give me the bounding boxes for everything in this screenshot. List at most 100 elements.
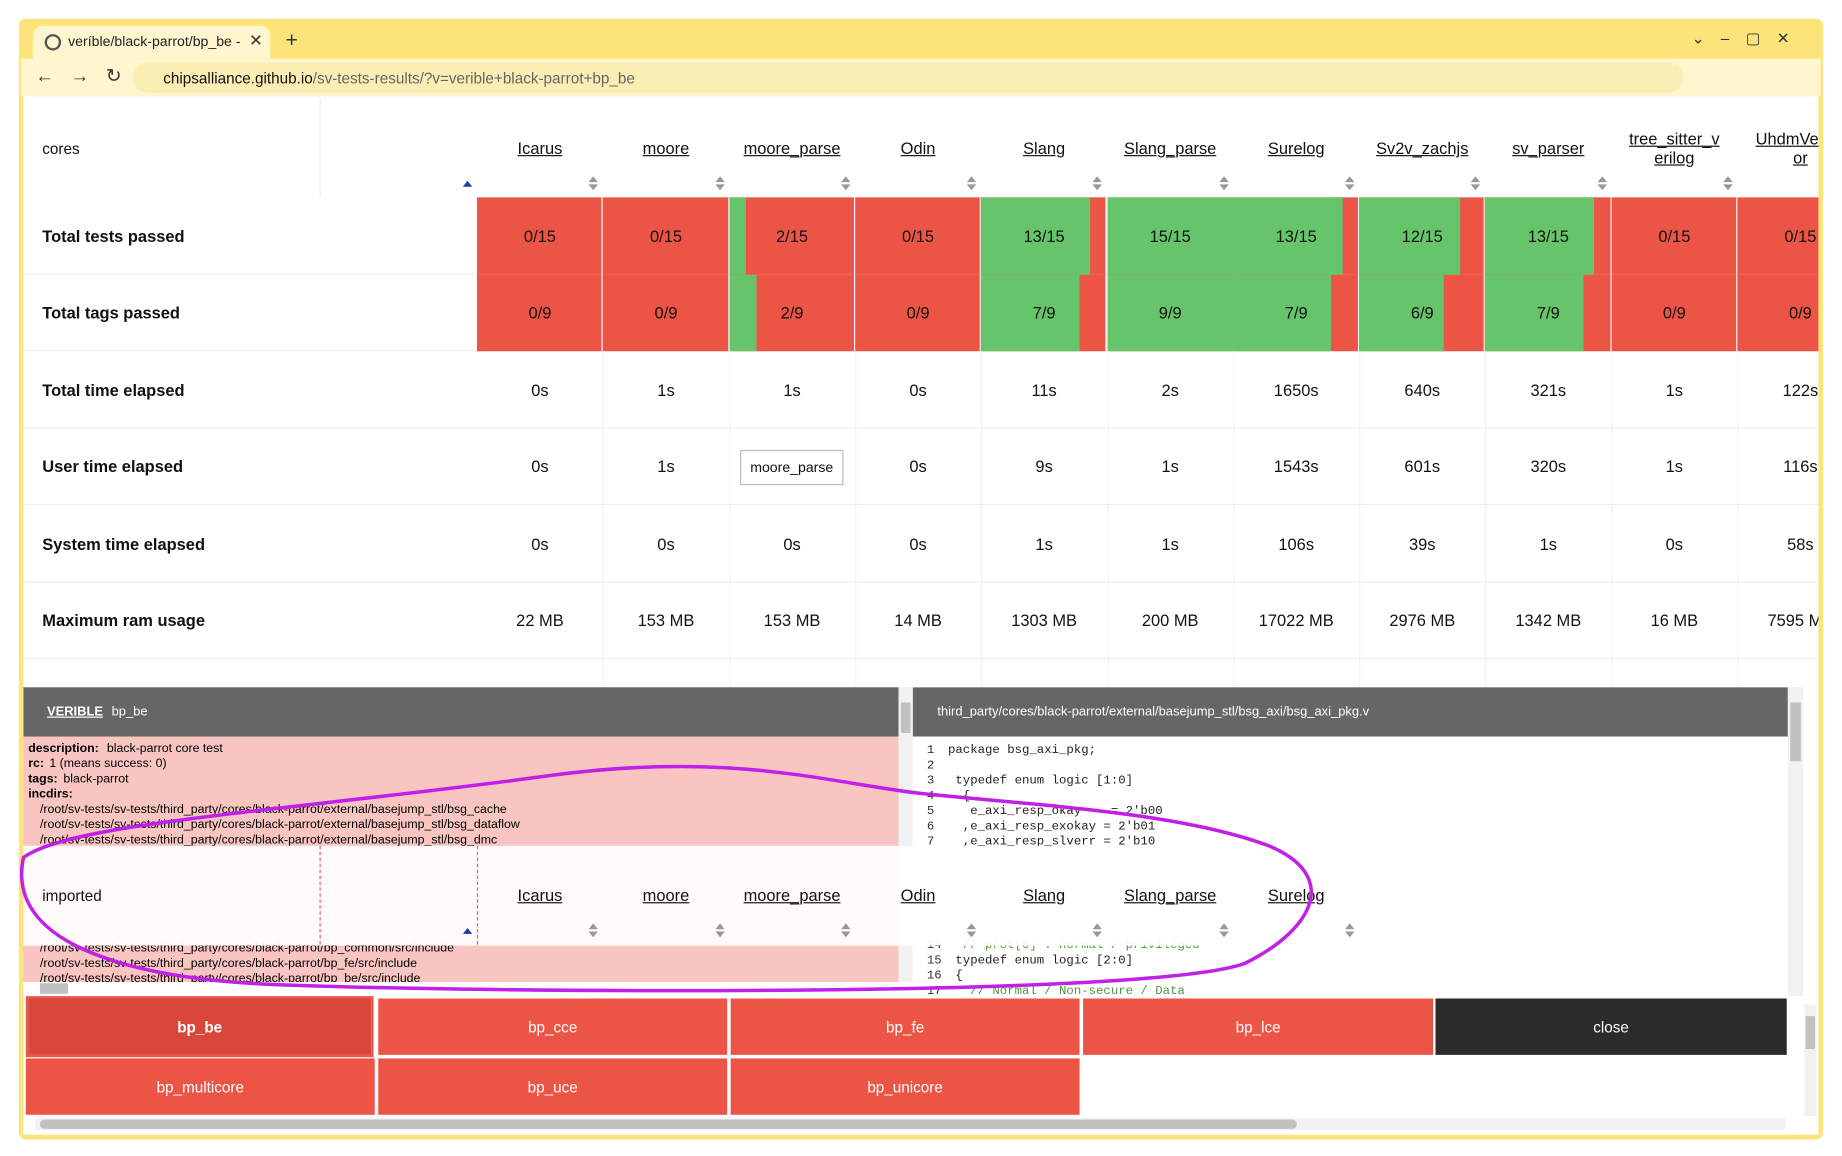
nav-button[interactable]: bp_multicore (25, 1058, 375, 1115)
nav-button[interactable]: bp_uce (378, 1058, 728, 1115)
nav-button[interactable]: bp_unicore (730, 1058, 1080, 1115)
column-header[interactable]: sv_parser (1485, 99, 1611, 198)
column-name[interactable]: sv_parser (1512, 138, 1585, 158)
row-label: Maximum ram usage (42, 611, 205, 630)
nav-button[interactable]: bp_lce (1083, 998, 1434, 1055)
column-header[interactable]: Icarus (477, 99, 603, 198)
column-name[interactable]: UhdmVerilator (1755, 129, 1819, 167)
result-bar: 7/9 (1485, 274, 1612, 352)
column-name[interactable]: Sv2v_zachjs (1376, 138, 1469, 158)
column-header[interactable]: moore (603, 846, 729, 945)
cell-value: 2976 MB (1389, 611, 1456, 630)
corner-label: cores (42, 139, 80, 157)
column-header[interactable]: Odin (855, 846, 981, 945)
pass-fraction (1485, 274, 1584, 352)
line-number: 6 (926, 819, 935, 835)
column-header[interactable]: tree_sitter_verilog (1611, 99, 1737, 198)
result-text: 6/9 (1410, 303, 1434, 323)
column-header[interactable]: Odin (855, 99, 981, 198)
nav-button[interactable]: close (1435, 998, 1787, 1055)
column-name[interactable]: Slang_parse (1123, 885, 1217, 905)
result-bar: 12/15 (1359, 197, 1486, 275)
column-header[interactable]: Surelog (1233, 99, 1359, 198)
column-header[interactable]: Icarus (477, 846, 603, 945)
window-controls[interactable]: ⌄–▢✕ (1691, 29, 1806, 47)
result-text: 7/9 (1536, 303, 1560, 323)
column-name[interactable]: Icarus (517, 138, 563, 158)
tab[interactable]: veríble/black-parrot/bp_be - S ✕ (32, 25, 271, 59)
field-label: incdirs: (28, 787, 73, 802)
column-name[interactable]: tree_sitter_verilog (1629, 129, 1720, 167)
field-value: black-parrot (63, 771, 129, 786)
field-label: rc: (28, 756, 44, 771)
column-name[interactable]: Surelog (1267, 138, 1325, 158)
sort-arrow (840, 923, 851, 930)
pass-fraction (1233, 274, 1332, 352)
sort-arrow (1345, 184, 1355, 191)
line-number: 17 (926, 984, 942, 997)
column-name[interactable]: moore (642, 885, 690, 905)
line-number: 1 (926, 743, 935, 758)
sort-arrow (588, 184, 599, 191)
result-bar: 0/15 (855, 197, 982, 275)
column-header[interactable]: Slang (981, 99, 1107, 198)
cell-value: 601s (1404, 457, 1441, 477)
result-bar: 2/9 (729, 274, 856, 352)
result-bar: 9/9 (1107, 274, 1234, 352)
sort-arrow (966, 923, 977, 930)
result-text: 0/15 (1658, 226, 1691, 246)
column-name[interactable]: moore_parse (743, 885, 841, 905)
column-header[interactable]: moore_parse (729, 846, 855, 945)
cell-value: 1303 MB (1011, 611, 1078, 630)
url-path: /sv-tests-results/?v=verible+black-parro… (312, 69, 635, 87)
column-name[interactable]: moore (642, 138, 690, 158)
h-scroll-thumb (39, 1119, 1297, 1129)
nav-button[interactable]: bp_cce (378, 998, 728, 1055)
column-header[interactable]: UhdmVerilator (1737, 99, 1819, 198)
address-bar[interactable]: chipsalliance.github.io/sv-tests-results… (132, 62, 1684, 93)
cell-value: 1650s (1273, 380, 1319, 400)
incdir: /root/sv-tests/sv-tests/third_party/core… (39, 832, 498, 847)
tab-close[interactable]: ✕ (249, 30, 263, 50)
scroll-thumb (900, 702, 911, 734)
result-text: 2/15 (776, 226, 809, 246)
sort-arrow (714, 184, 725, 191)
code-line: package bsg_axi_pkg; (947, 743, 1097, 758)
cell-value: 200 MB (1141, 611, 1199, 630)
column-header[interactable]: Slang (981, 846, 1107, 945)
column-header[interactable]: moore (603, 99, 729, 198)
nav-button[interactable]: bp_fe (730, 998, 1080, 1055)
v-scroll-thumb (1805, 1016, 1815, 1050)
column-name[interactable]: moore_parse (743, 138, 841, 158)
column-name[interactable]: Odin (900, 138, 936, 158)
column-name[interactable]: Slang (1023, 138, 1066, 158)
column-header[interactable]: moore_parse (729, 99, 855, 198)
cell-value: 17022 MB (1258, 611, 1334, 630)
cell-value: 320s (1530, 457, 1567, 477)
sort-arrow (1093, 184, 1103, 191)
code-line: typedef enum logic [2:0] (947, 953, 1134, 968)
tool-name[interactable]: VERIBLE (46, 704, 104, 719)
column-name[interactable]: Icarus (517, 885, 563, 905)
nav-buttons[interactable]: ←→↻ (35, 66, 138, 87)
column-header[interactable]: Slang_parse (1107, 846, 1233, 945)
cell-value: 16 MB (1650, 611, 1699, 630)
nav-button[interactable]: bp_be (25, 996, 374, 1058)
cell-value: 7595 MB (1767, 611, 1818, 630)
cell-value: 0s (531, 457, 549, 477)
code-header (912, 687, 1788, 737)
column-header[interactable]: Slang_parse (1107, 99, 1233, 198)
result-bar: 0/9 (1611, 274, 1738, 352)
column-name[interactable]: Slang_parse (1123, 138, 1217, 158)
cell-value: 1s (1161, 534, 1179, 553)
cell-value: 1s (783, 380, 801, 400)
column-name[interactable]: Slang (1023, 885, 1066, 905)
new-tab[interactable]: + (285, 28, 298, 52)
column-header[interactable]: Sv2v_zachjs (1359, 99, 1485, 198)
pass-fraction (1359, 274, 1444, 352)
tab-icon (44, 34, 62, 51)
row-label: Total time elapsed (42, 380, 185, 400)
field-value: 1 (means success: 0) (49, 756, 167, 771)
column-name[interactable]: Odin (900, 885, 936, 905)
sort-arrow (714, 176, 725, 183)
